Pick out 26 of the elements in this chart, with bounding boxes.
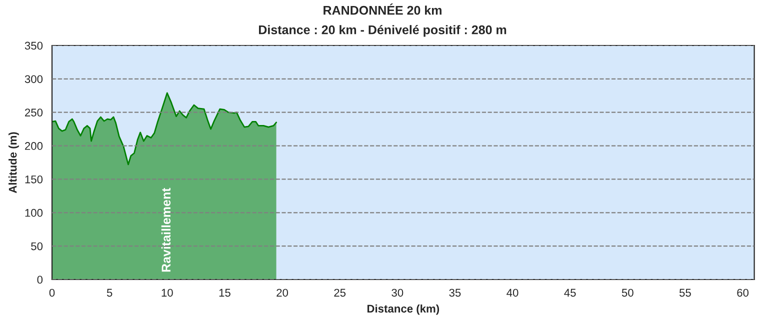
chart-title: RANDONNÉE 20 km (324, 4, 442, 15)
x-tick-label: 0 (49, 288, 55, 297)
y-tick-label: 50 (31, 242, 43, 250)
chart-subtitle: Distance : 20 km - Dénivelé positif : 280 m (258, 24, 506, 37)
y-tick-label: 350 (24, 42, 43, 50)
y-axis-title: Altitude (m) (8, 132, 19, 194)
x-tick-label: 40 (506, 288, 518, 297)
x-tick-label: 50 (622, 288, 634, 297)
x-tick-label: 60 (737, 288, 749, 297)
x-tick-label: 30 (392, 288, 404, 297)
x-tick-label: 45 (564, 288, 576, 297)
y-tick-label: 300 (24, 75, 43, 84)
y-tick-label: 0 (37, 276, 43, 284)
x-tick-label: 25 (334, 288, 346, 297)
x-tick-label: 10 (162, 288, 173, 297)
y-tick-label: 250 (25, 108, 43, 116)
x-tick-label: 35 (449, 288, 461, 297)
y-tick-label: 200 (25, 142, 43, 150)
x-tick-label: 55 (679, 288, 691, 297)
y-tick-label: 150 (25, 175, 43, 184)
x-tick-label: 5 (106, 288, 112, 297)
annotation: Ravitaillement (161, 188, 171, 272)
x-tick-label: 20 (276, 288, 288, 297)
x-axis-title: Distance (km) (367, 304, 440, 315)
y-tick-label: 100 (25, 208, 43, 217)
x-tick-label: 15 (219, 288, 230, 297)
